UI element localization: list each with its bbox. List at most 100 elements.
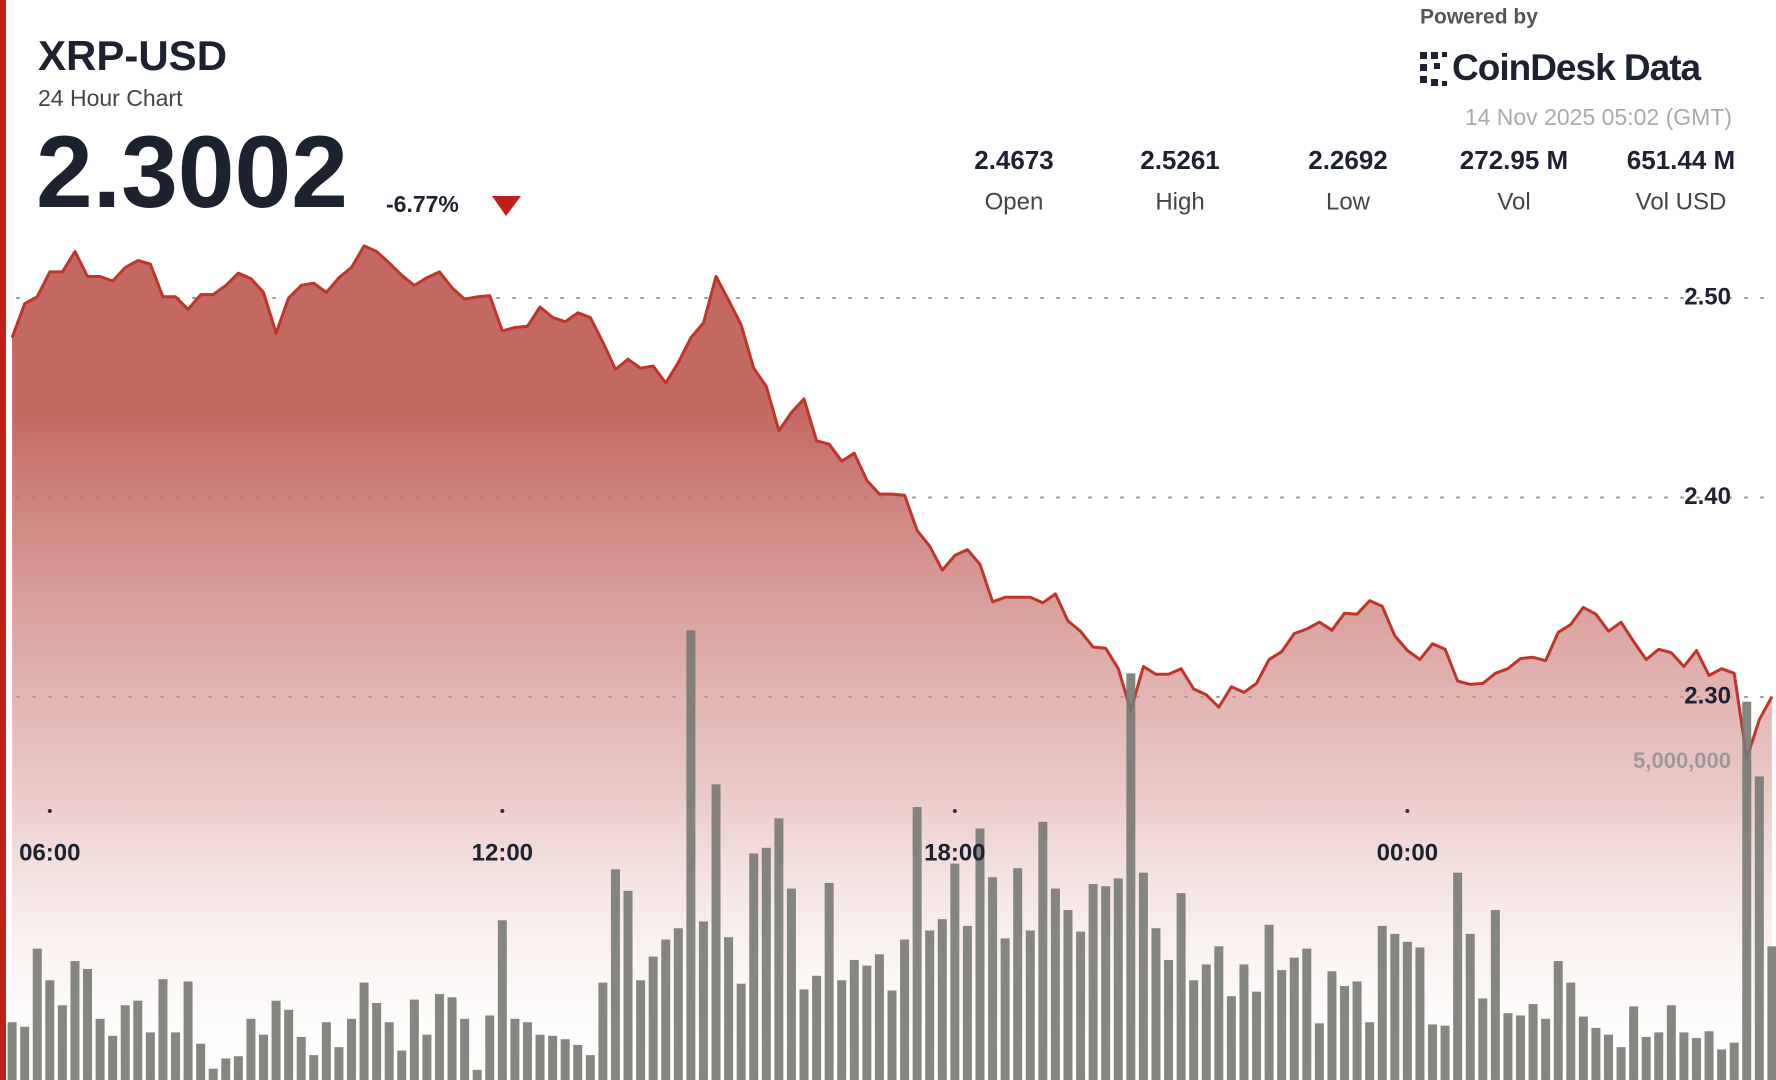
volume-bar: [1641, 1036, 1651, 1080]
volume-layer: [7, 630, 1776, 1080]
volume-bar: [962, 925, 972, 1080]
volume-bar: [560, 1039, 570, 1080]
volume-bar: [1126, 673, 1136, 1080]
volume-bar: [1704, 1031, 1714, 1080]
volume-bar: [812, 975, 822, 1080]
stat-label: Vol: [1497, 188, 1530, 215]
volume-bar: [246, 1018, 256, 1080]
volume-bar: [1516, 1015, 1525, 1080]
volume-bar: [1691, 1038, 1701, 1080]
volume-bar: [711, 784, 721, 1080]
x-tick-label: 06:00: [19, 839, 80, 866]
volume-bar: [1239, 964, 1249, 1080]
volume-bar: [32, 948, 42, 1080]
subtitle: 24 Hour Chart: [38, 85, 183, 111]
volume-bar: [1088, 884, 1098, 1080]
stat-value: 272.95 M: [1460, 145, 1568, 175]
volume-bar: [1063, 910, 1073, 1080]
volume-bar: [510, 1018, 520, 1080]
volume-bar: [133, 1000, 143, 1080]
volume-bar: [1289, 957, 1299, 1080]
volume-bar: [196, 1043, 206, 1080]
volume-bar: [83, 969, 93, 1080]
volume-bar: [7, 1022, 17, 1080]
volume-bar: [1754, 776, 1764, 1080]
volume-bar: [610, 869, 620, 1080]
volume-bar: [1377, 925, 1387, 1080]
volume-bar: [548, 1035, 558, 1080]
volume-bar: [661, 939, 671, 1080]
volume-bar: [1365, 1022, 1375, 1080]
volume-bar: [636, 980, 646, 1080]
volume-bar: [1453, 872, 1463, 1080]
volume-bar: [1490, 910, 1500, 1080]
volume-bar: [598, 982, 608, 1080]
volume-bar: [1402, 941, 1412, 1080]
volume-bar: [1553, 961, 1563, 1080]
down-arrow: [492, 196, 521, 216]
volume-bar: [409, 999, 419, 1080]
volume-bar: [1038, 821, 1048, 1080]
volume-bar: [271, 1000, 281, 1080]
volume-bar: [925, 930, 935, 1080]
volume-bar: [1767, 946, 1776, 1080]
volume-bar: [1729, 1042, 1739, 1080]
stat-value: 2.4673: [974, 145, 1054, 175]
volume-bar: [1000, 938, 1010, 1080]
volume-bar: [1616, 1047, 1626, 1080]
volume-bar: [1164, 959, 1174, 1080]
volume-bar: [522, 1022, 532, 1080]
volume-bar: [736, 983, 746, 1080]
stat-value: 2.2692: [1308, 145, 1388, 175]
stat-label: High: [1155, 188, 1204, 215]
volume-bar: [422, 1034, 432, 1080]
volume-bar: [309, 1055, 319, 1080]
volume-bar: [108, 1035, 118, 1080]
volume-bar: [1226, 996, 1236, 1080]
volume-bar: [698, 921, 708, 1080]
volume-bar: [434, 993, 444, 1080]
volume-bar: [1654, 1032, 1664, 1080]
volume-bar: [786, 888, 796, 1080]
volume-bar: [485, 1015, 495, 1080]
stat-label: Open: [985, 188, 1044, 215]
x-tick-dot: [500, 809, 505, 813]
volume-bar: [1189, 980, 1199, 1080]
volume-bar: [573, 1044, 583, 1080]
volume-bar: [397, 1050, 407, 1080]
volume-bar: [296, 1036, 306, 1080]
stat-label: Vol USD: [1636, 188, 1727, 215]
volume-bar: [221, 1058, 231, 1080]
volume-bar: [1578, 1016, 1588, 1080]
volume-bar: [1629, 1006, 1639, 1080]
volume-bar: [1327, 971, 1337, 1080]
volume-bar: [1076, 931, 1086, 1080]
x-tick-dot: [47, 809, 52, 813]
volume-bar: [1340, 985, 1350, 1080]
volume-bar: [1666, 1005, 1676, 1080]
volume-bar: [384, 1022, 394, 1080]
y-tick-label: 2.40: [1684, 483, 1731, 510]
volume-bar: [1176, 893, 1186, 1080]
volume-bar: [1415, 947, 1425, 1080]
volume-bar: [950, 863, 960, 1080]
price: 2.3002: [36, 115, 348, 229]
volume-bar: [1390, 933, 1400, 1080]
volume-bar: [824, 882, 834, 1080]
stat-label: Low: [1326, 188, 1371, 215]
symbol: XRP-USD: [38, 32, 227, 79]
volume-bar: [183, 981, 193, 1080]
volume-bar: [799, 989, 809, 1080]
volume-bar: [1717, 1049, 1727, 1080]
labels: 2.30 2.40 2.50 5,000,000 06:00 12:00 18:00 00:0…: [19, 283, 1731, 866]
volume-bar: [233, 1056, 243, 1080]
volume-bar: [623, 890, 633, 1080]
x-tick-label: 12:00: [472, 839, 533, 866]
volume-bar: [70, 961, 80, 1080]
volume-bar: [1465, 933, 1475, 1080]
volume-bar: [988, 877, 998, 1080]
accent-bar: [0, 0, 6, 1080]
y-tick-label: 2.30: [1684, 682, 1731, 709]
volume-bar: [1101, 886, 1111, 1080]
